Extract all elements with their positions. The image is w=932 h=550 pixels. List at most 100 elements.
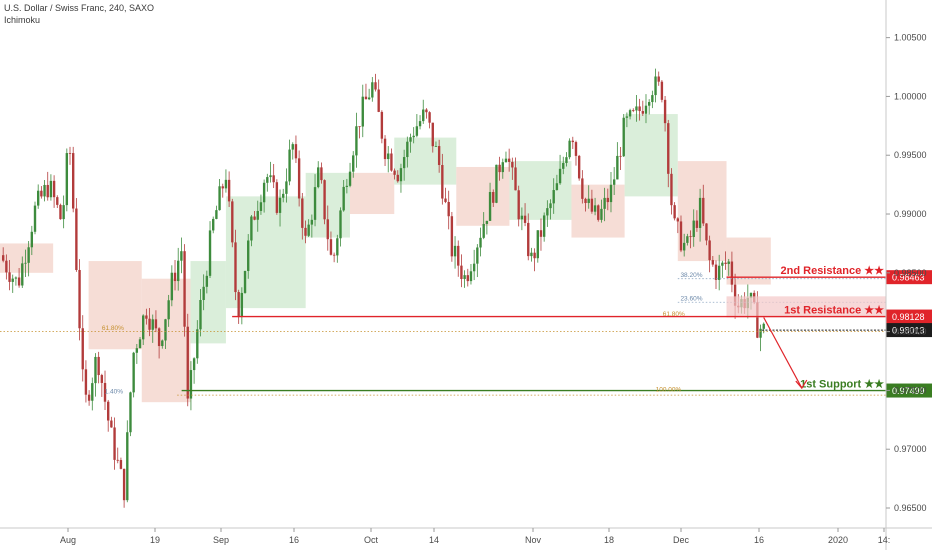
candle [345,178,349,194]
candle [577,154,581,181]
resistance-zone [726,296,886,318]
candle [711,255,715,267]
price-tick-label: 0.99000 [894,209,927,219]
candle [361,84,364,138]
price-candles [1,68,765,508]
resistance-level-price-badge [886,270,932,285]
candle [247,234,250,279]
candle-body [336,238,339,256]
candle [759,324,762,352]
candle-body [387,153,390,160]
current-price-badge [886,323,932,338]
candle-body [682,242,686,251]
candle [527,213,530,261]
candle-body [189,370,193,399]
candle-body [609,184,613,203]
candle-body [520,215,524,220]
candle [43,179,46,202]
candle-body [476,247,479,264]
projection-arrow-line [763,317,803,389]
candle-body [730,261,734,285]
candle-body [75,208,78,270]
candle [135,344,139,364]
candle [177,247,180,291]
candle [11,274,14,293]
candle [705,223,708,246]
candle-body [49,180,53,198]
candle [660,80,664,103]
candle-body [227,179,231,202]
time-tick-label: Oct [364,535,379,545]
candle-body [638,106,641,112]
candle [406,136,409,168]
time-tick-label: Sep [213,535,229,545]
candle-body [294,144,298,159]
candle-body [705,223,708,241]
support-level-price-badge-text: 0.97499 [892,386,925,396]
candle-body [507,158,511,162]
candle-body [135,348,139,353]
support-level-price-badge [886,383,932,398]
candle-body [542,215,546,237]
candle [339,207,342,247]
candle [463,270,466,288]
candle [294,135,298,164]
ichimoku-cloud [0,114,771,403]
candle [87,390,91,406]
candle [374,73,377,92]
candle-body [288,149,291,182]
candle [488,182,492,221]
ichimoku-cloud-segment [624,114,678,197]
candle-body [107,401,110,421]
candle [320,162,323,184]
candle [708,235,711,273]
candle-body [173,272,177,282]
candle-body [345,185,349,187]
candle [415,114,419,138]
candle [1,247,5,263]
ichimoku-cloud-segment [190,261,226,344]
candle [154,310,158,333]
resistance-level-price-badge-text: 0.98128 [892,312,925,322]
candle-body [1,255,5,261]
candle-body [65,153,69,206]
candle-body [406,141,409,158]
time-tick-label: Aug [60,535,76,545]
candle-body [555,183,559,191]
candle [145,308,148,325]
candle [523,203,527,227]
price-tick-label: 0.96500 [894,503,927,513]
candle-body [358,126,361,128]
candle [180,237,183,274]
time-tick-label: 16 [754,535,764,545]
candle-body [113,427,116,460]
candle [698,188,702,242]
candle-body [374,82,377,90]
fib-label: 61.80% [663,311,685,318]
candle-body [167,300,170,320]
candle-body [46,184,49,198]
candle-body [625,116,629,118]
candle-body [415,126,419,136]
candle-body [409,137,412,142]
candle-body [253,216,256,220]
candle [259,194,263,215]
candle-body [240,292,244,318]
candle-body [558,168,562,184]
ichimoku-cloud-segment [88,261,142,350]
candle [24,249,27,278]
candle [97,351,100,384]
candle-body [380,111,384,139]
candle-body [450,216,454,257]
candle-body [250,216,253,241]
candle [638,98,641,121]
candle-body [129,392,132,433]
candle-body [339,210,342,239]
candle-body [469,271,473,282]
candle-body [142,315,145,340]
candle-body [495,164,498,203]
candle [476,244,479,278]
candle [313,174,317,227]
price-tick-label: 0.99500 [894,150,927,160]
